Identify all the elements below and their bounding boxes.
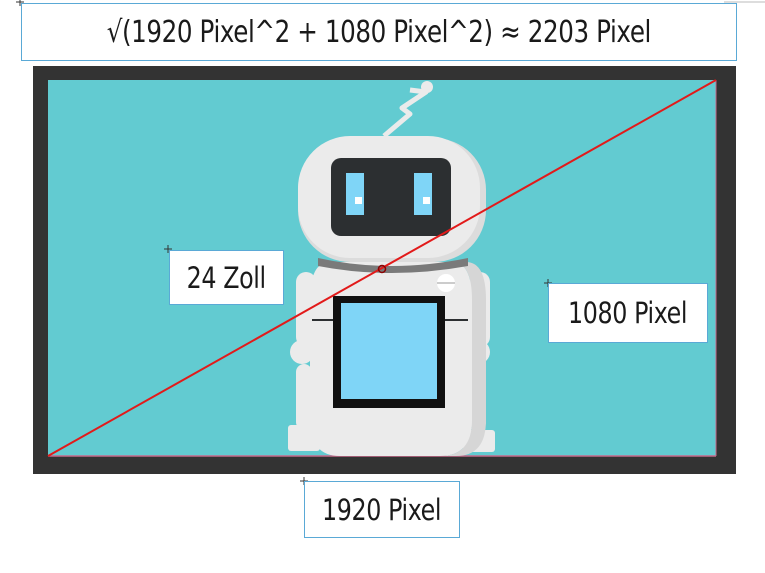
height-label: 1080 Pixel: [568, 296, 688, 330]
formula-text: √(1920 Pixel^2 + 1080 Pixel^2) ≈ 2203 Pi…: [106, 14, 652, 50]
width-label: 1920 Pixel: [322, 492, 442, 527]
width-label-textbox[interactable]: 1920 Pixel: [304, 481, 460, 538]
diagonal-line: [47, 79, 717, 457]
height-label-textbox[interactable]: 1080 Pixel: [548, 283, 708, 343]
robot-illustration: [288, 81, 495, 456]
formula-textbox[interactable]: √(1920 Pixel^2 + 1080 Pixel^2) ≈ 2203 Pi…: [21, 3, 737, 61]
diagonal-midpoint-handle[interactable]: [377, 264, 387, 274]
diagonal-label: 24 Zoll: [186, 260, 267, 295]
diagonal-label-textbox[interactable]: 24 Zoll: [169, 250, 284, 305]
